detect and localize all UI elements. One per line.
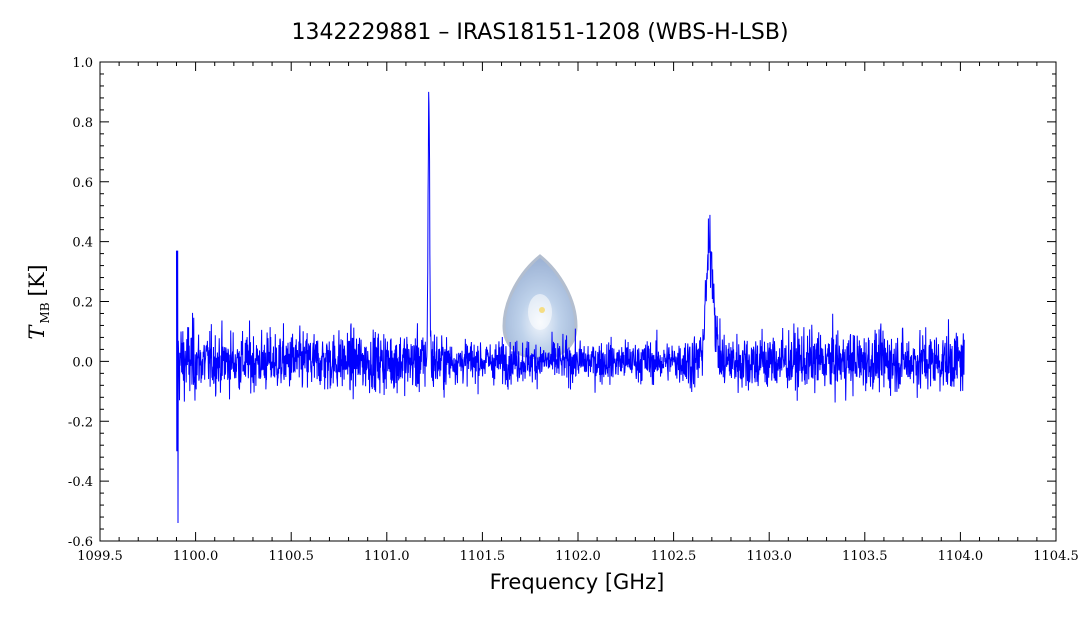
chart-title: 1342229881 – IRAS18151-1208 (WBS-H-LSB) [291, 20, 788, 45]
y-tick-label: -0.4 [68, 475, 93, 490]
y-tick-label: -0.6 [68, 535, 93, 550]
x-tick-label: 1101.0 [364, 549, 410, 564]
spectrum-series [175, 91, 965, 524]
y-axis-subscript: MB [38, 302, 52, 323]
x-tick-label: 1104.0 [938, 549, 984, 564]
y-tick-label: 0.2 [72, 296, 93, 311]
spectrum-line [175, 91, 965, 524]
x-tick-label: 1100.0 [173, 549, 219, 564]
x-tick-label: 1104.5 [1033, 549, 1079, 564]
x-tick-label: 1099.5 [77, 549, 123, 564]
y-tick-label: 1.0 [72, 56, 93, 71]
x-tick-label: 1101.5 [460, 549, 506, 564]
y-tick-label: 0.8 [72, 116, 93, 131]
x-tick-label: 1102.5 [651, 549, 697, 564]
plot-frame [99, 61, 1057, 542]
y-tick-label: -0.2 [68, 415, 93, 430]
y-tick-label: 0.0 [72, 355, 93, 370]
x-tick-label: 1102.0 [555, 549, 601, 564]
x-tick-label: 1103.5 [842, 549, 888, 564]
x-axis-ticks: 1099.5 1100.0 1100.5 1101.0 1101.5 1102.0 1102… [77, 62, 1079, 564]
y-tick-label: 0.4 [72, 236, 93, 251]
x-tick-label: 1100.5 [268, 549, 314, 564]
y-tick-label: 0.6 [72, 176, 93, 191]
y-axis-unit: [K] [25, 264, 49, 296]
x-tick-label: 1103.0 [746, 549, 792, 564]
y-axis-ticks: 1.0 0.8 0.6 0.4 0.2 0.0 -0.2 -0.4 -0.6 [68, 56, 1056, 550]
y-axis-label: TMB [K] [25, 264, 52, 339]
y-axis-symbol: T [25, 324, 49, 340]
x-axis-label: Frequency [GHz] [490, 570, 665, 594]
